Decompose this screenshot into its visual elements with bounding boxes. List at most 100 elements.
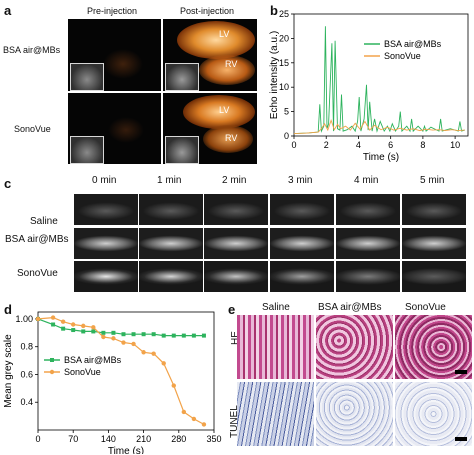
us-tile — [270, 194, 334, 225]
data-point — [121, 340, 126, 345]
scale-bar — [455, 437, 467, 441]
data-point — [161, 333, 166, 338]
us-tile — [336, 228, 400, 259]
panel-c-row-label-sonovue: SonoVue — [17, 268, 58, 279]
panel-c-label: c — [4, 176, 12, 191]
us-tile — [204, 228, 268, 259]
data-point — [101, 330, 106, 335]
x-tick-label: 70 — [68, 434, 78, 444]
series-line-1 — [293, 119, 465, 135]
data-point — [51, 322, 56, 327]
x-tick-label: 10 — [450, 140, 460, 150]
data-point — [151, 332, 156, 337]
us-image-pre-bsa — [68, 19, 161, 91]
data-point — [191, 333, 196, 338]
panel-d-label: d — [4, 302, 12, 317]
scale-bar — [455, 370, 467, 374]
data-point — [121, 332, 126, 337]
he-stain-sonovue — [395, 315, 472, 379]
legend-marker — [49, 369, 55, 375]
data-point — [111, 330, 116, 335]
legend-label: SonoVue — [64, 367, 101, 377]
legend-label: BSA air@MBs — [64, 355, 122, 365]
data-point — [81, 323, 86, 329]
panel-c-col-header: 1 min — [157, 175, 182, 186]
x-tick-label: 6 — [388, 140, 393, 150]
us-tile — [402, 228, 466, 259]
thumbnail-bmode — [70, 136, 104, 164]
us-image-post-sonovue: LV RV — [163, 93, 257, 164]
data-point — [50, 315, 56, 320]
us-tile — [402, 194, 466, 225]
x-axis-label: Time (s) — [108, 446, 144, 454]
he-stain-saline — [237, 315, 314, 379]
chamber-label-rv: RV — [225, 133, 238, 143]
y-tick-label: 0.8 — [20, 342, 33, 352]
data-point — [71, 328, 76, 333]
y-tick-label: 5 — [284, 107, 289, 117]
thumbnail-bmode — [165, 63, 199, 91]
y-tick-label: 0.6 — [20, 369, 33, 379]
chamber-label-lv: LV — [219, 29, 230, 39]
data-point — [201, 333, 206, 338]
panel-c-row-label-bsa: BSA air@MBs — [5, 234, 69, 245]
x-tick-label: 0 — [291, 140, 296, 150]
x-tick-label: 210 — [136, 434, 151, 444]
series-line-0 — [293, 26, 465, 135]
data-point — [101, 334, 106, 340]
us-tile — [336, 194, 400, 225]
panel-a-row-label-bsa: BSA air@MBs — [3, 45, 61, 55]
us-tile — [336, 261, 400, 292]
data-point — [171, 333, 176, 338]
data-point — [61, 326, 66, 331]
data-point — [191, 416, 197, 422]
panel-c-col-header: 5 min — [420, 175, 445, 186]
data-point — [171, 383, 176, 388]
chamber-label-lv: LV — [219, 105, 230, 115]
panel-e-label: e — [228, 302, 236, 317]
y-tick-label: 25 — [279, 10, 289, 19]
us-tile — [139, 228, 203, 259]
x-tick-label: 350 — [206, 434, 221, 444]
data-point — [71, 322, 76, 327]
panel-e-col-header-sonovue: SonoVue — [405, 302, 446, 313]
data-point — [141, 332, 146, 337]
us-tile — [139, 194, 203, 225]
us-tile — [139, 261, 203, 292]
data-point — [151, 351, 156, 356]
chart-mean-grey-scale: 0 70 140 210 280 350 0.4 0.6 0.8 1.00 Time (s) Mean… — [3, 311, 222, 454]
legend-label: BSA air@MBs — [384, 39, 442, 49]
legend-marker — [50, 358, 54, 362]
y-tick-label: 1.00 — [15, 314, 33, 324]
data-point — [201, 422, 207, 427]
data-point — [141, 350, 146, 355]
data-point — [131, 341, 136, 347]
x-tick-label: 4 — [356, 140, 361, 150]
panel-b-label: b — [270, 3, 278, 18]
us-tile — [204, 194, 268, 225]
y-tick-label: 0.4 — [20, 397, 33, 407]
x-axis-label: Time (s) — [363, 152, 399, 163]
data-point — [181, 409, 187, 415]
tunel-stain-bsa — [316, 382, 393, 446]
tunel-stain-sonovue — [395, 382, 472, 446]
y-axis-label: Mean grey scale — [3, 334, 14, 408]
he-stain-bsa — [316, 315, 393, 379]
data-point — [161, 361, 166, 366]
y-tick-label: 15 — [279, 58, 289, 68]
panel-c-col-header: 2 min — [222, 175, 247, 186]
data-point — [111, 336, 116, 341]
x-tick-label: 140 — [101, 434, 116, 444]
data-point — [81, 329, 86, 334]
tunel-stain-saline — [237, 382, 314, 446]
panel-c-col-header: 3 min — [288, 175, 313, 186]
chart-echo-intensity: 0 2 4 6 8 10 0 5 10 15 20 25 Time (s) Echo intensity … — [269, 10, 469, 163]
panel-e-col-header-saline: Saline — [262, 302, 290, 313]
thumbnail-bmode — [165, 136, 199, 164]
data-point — [60, 319, 66, 324]
x-tick-label: 280 — [171, 434, 186, 444]
chamber-label-rv: RV — [225, 59, 238, 69]
y-tick-label: 10 — [279, 82, 289, 92]
thumbnail-bmode — [70, 63, 104, 91]
x-tick-label: 2 — [324, 140, 329, 150]
